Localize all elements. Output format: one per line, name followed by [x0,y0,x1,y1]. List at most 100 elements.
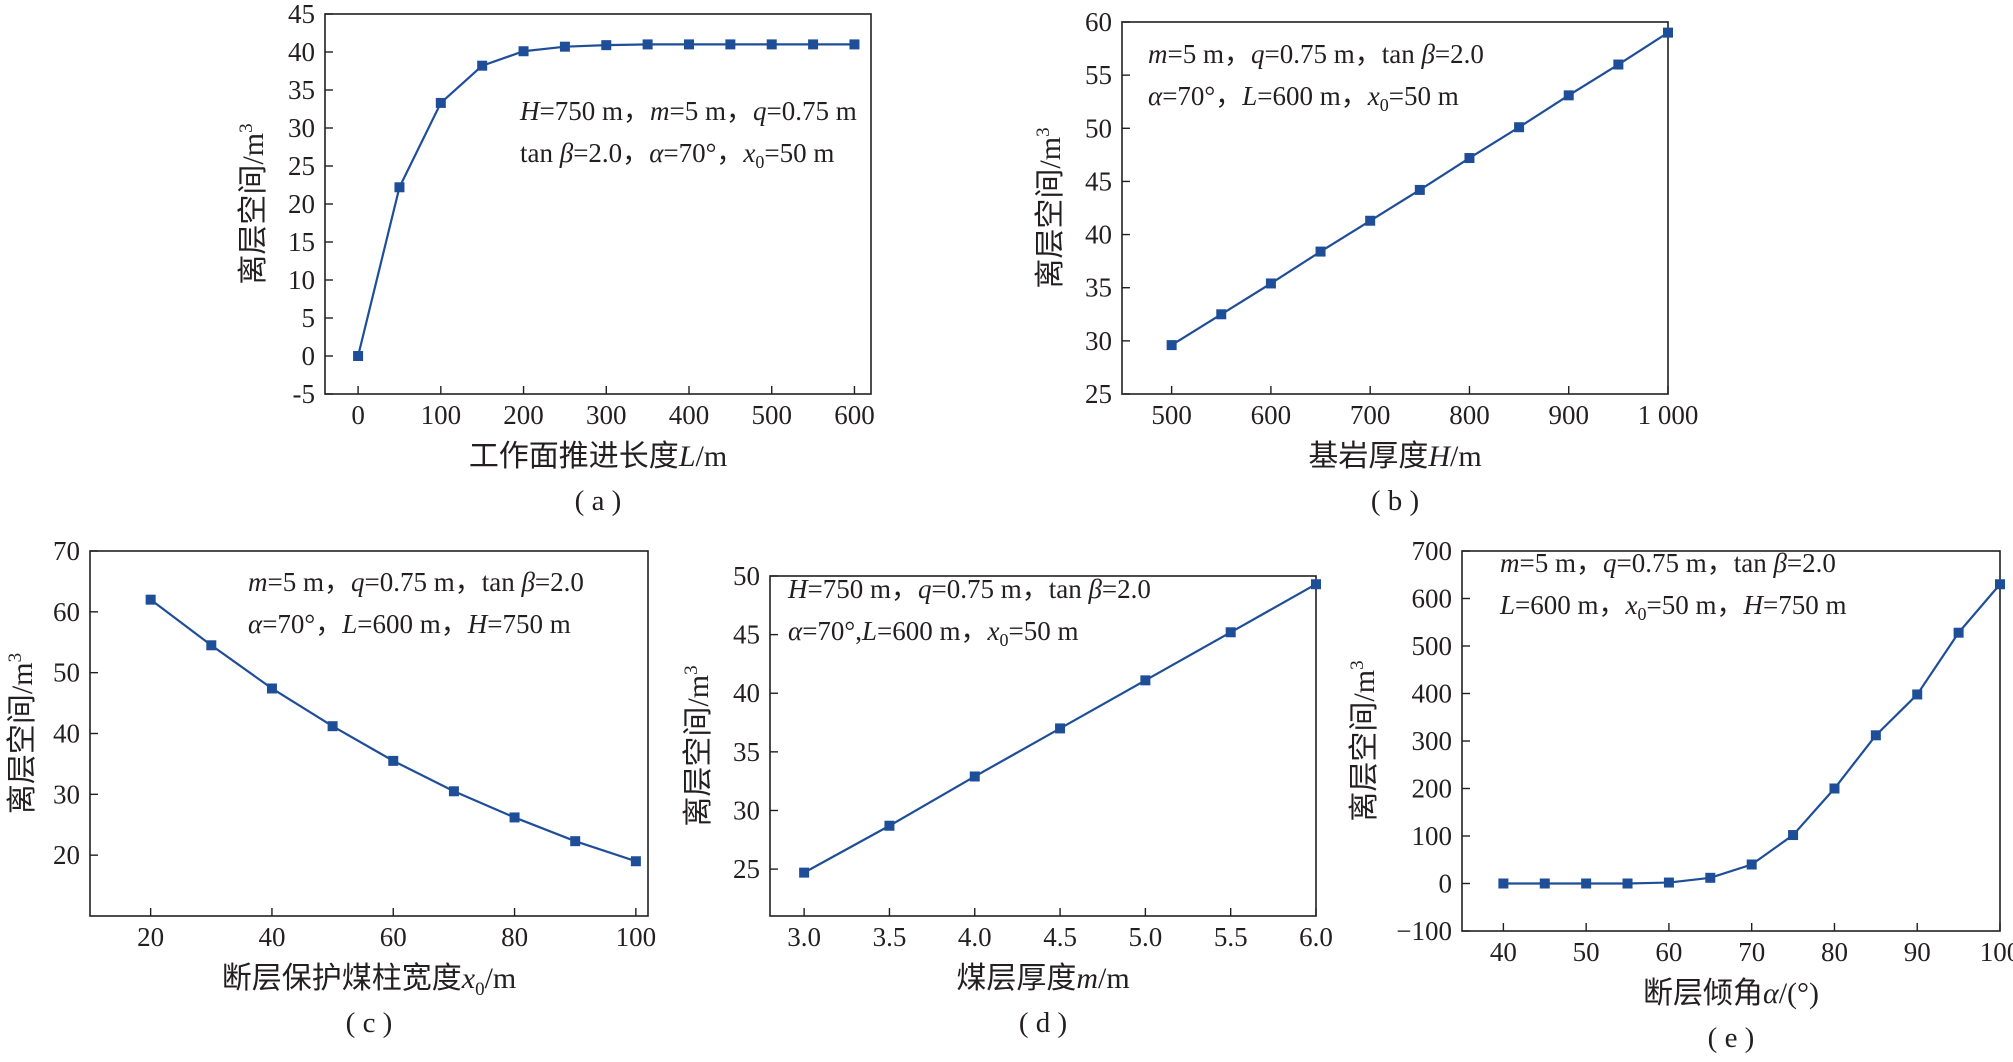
data-point [1995,579,2005,590]
panel-label: ( c ) [346,1007,393,1039]
x-tick-label: 800 [1449,400,1490,430]
data-point [559,41,570,52]
y-axis-title: 离层空间/m3 [1347,660,1381,821]
y-tick-label: 15 [288,227,315,257]
data-point [1514,122,1525,133]
x-tick-label: 900 [1548,400,1589,430]
data-point [630,856,641,867]
data-point [327,721,338,732]
data-point [1705,872,1716,883]
y-axis-title: 离层空间/m3 [5,653,39,814]
data-point [1216,309,1227,320]
series-line [357,43,855,357]
data-point [684,39,694,50]
y-tick-label: 35 [733,737,760,767]
y-tick-label: 25 [1085,379,1112,409]
y-tick-label: 40 [53,719,80,749]
y-tick-label: 50 [1085,113,1112,143]
data-point [601,40,612,51]
data-point [1746,859,1757,870]
x-tick-label: 400 [669,400,710,430]
chart-panel-e: 40 50 60 70 80 90 100 −100 0 100 200 300 400 500 600 70… [1347,536,2013,1054]
x-tick-label: 500 [751,400,792,430]
x-tick-label: 80 [1821,937,1848,967]
data-point [266,683,277,694]
plot-frame [1121,21,1669,395]
y-tick-label: 70 [53,536,80,566]
data-point [1140,675,1151,686]
y-tick-label: 30 [733,795,760,825]
x-tick-label: 500 [1151,400,1192,430]
y-tick-label: 25 [288,151,315,181]
data-point [849,39,860,50]
parameter-annotation: α=70°，L=600 m，H=750 m [248,609,571,639]
x-tick-label: 60 [1655,937,1682,967]
x-tick-label: 5.5 [1214,922,1248,952]
parameter-annotation: α=70°，L=600 m，x0=50 m [1148,81,1459,115]
y-tick-label: 25 [733,854,760,884]
x-axis-title: 工作面推进长度L/m [469,440,727,473]
y-tick-label: 35 [288,75,315,105]
data-point [642,39,653,50]
data-point [1464,153,1475,164]
y-tick-label: 10 [288,265,315,295]
parameter-annotation: m=5 m，q=0.75 m，tan β=2.0 [248,567,584,597]
y-tick-label: −100 [1396,916,1452,946]
data-point [448,786,459,797]
data-point [1622,878,1633,889]
y-axis-title: 离层空间/m3 [681,665,715,826]
data-point [1539,878,1550,889]
y-tick-label: 35 [1085,273,1112,303]
data-point [1788,830,1799,841]
x-axis-title: 基岩厚度H/m [1308,440,1481,473]
data-point [766,39,777,50]
parameter-annotation: m=5 m，q=0.75 m，tan β=2.0 [1500,548,1836,578]
y-tick-label: 50 [733,561,760,591]
y-tick-label: 45 [733,620,760,650]
panel-label: ( d ) [1019,1007,1067,1039]
x-tick-label: 1 000 [1638,400,1699,430]
panel-label: ( b ) [1371,485,1419,517]
plot-frame [324,13,872,395]
x-axis-title: 煤层厚度m/m [956,962,1129,995]
data-point [1581,878,1592,889]
x-tick-label: 100 [421,400,462,430]
data-point [1953,627,1964,638]
x-tick-label: 4.0 [958,922,992,952]
y-tick-label: 300 [1412,726,1453,756]
x-tick-label: 0 [351,400,365,430]
parameter-annotation: m=5 m，q=0.75 m，tan β=2.0 [1148,39,1484,69]
parameter-annotation: α=70°,L=600 m，x0=50 m [788,616,1078,650]
y-tick-label: 50 [53,658,80,688]
x-tick-label: 3.0 [787,922,821,952]
data-point [725,39,736,50]
y-tick-label: 40 [1085,220,1112,250]
data-point [1870,730,1881,741]
x-tick-label: 90 [1904,937,1931,967]
data-point [206,640,217,651]
data-point [1265,278,1276,289]
x-tick-label: 700 [1350,400,1391,430]
data-point [969,771,980,782]
data-point [1663,27,1673,38]
y-axis-title: 离层空间/m3 [236,123,270,284]
data-point [1365,215,1376,226]
panel-label: ( a ) [575,485,622,517]
y-tick-label: 40 [733,678,760,708]
data-point [1055,723,1066,734]
y-tick-label: 60 [53,597,80,627]
series-line [1503,583,2001,885]
data-point [1498,878,1509,889]
y-tick-label: 60 [1085,7,1112,37]
chart-panel-a: 0 100 200 300 400 500 600 -5 0 5 10 15 20 25 30 35 40 45 工… [236,0,875,517]
data-point [1829,783,1840,794]
chart-panel-b: 500 600 700 800 900 1 000 25 30 35 40 45 50 55 60 基岩厚度… [1033,7,1698,517]
x-tick-label: 4.5 [1043,922,1077,952]
plot-frame [769,575,1317,917]
y-tick-label: 45 [1085,166,1112,196]
y-tick-label: 20 [288,189,315,219]
data-point [808,39,819,50]
plot-frame [89,550,649,917]
x-tick-label: 600 [1251,400,1292,430]
